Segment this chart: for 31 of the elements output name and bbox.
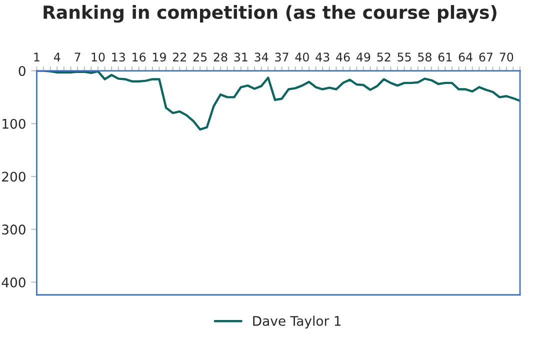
x-tick-label: 64 bbox=[458, 52, 472, 62]
x-tick-label: 22 bbox=[173, 52, 186, 62]
x-tick-label: 70 bbox=[500, 52, 514, 62]
x-tick-label: 31 bbox=[234, 52, 248, 62]
x-tick-label: 52 bbox=[377, 52, 390, 62]
x-tick-label: 37 bbox=[275, 52, 288, 62]
legend-label: Dave Taylor 1 bbox=[253, 316, 341, 328]
x-tick-label: 55 bbox=[398, 52, 411, 62]
y-tick-label: 300 bbox=[2, 224, 26, 235]
x-tick-label: 28 bbox=[214, 52, 228, 62]
x-tick-label: 4 bbox=[54, 52, 60, 62]
x-tick-label: 13 bbox=[112, 52, 125, 62]
chart-title: Ranking in competition (as the course plays) bbox=[44, 5, 496, 23]
y-tick-label: 400 bbox=[2, 277, 26, 288]
x-tick-label: 7 bbox=[74, 52, 80, 62]
x-tick-label: 25 bbox=[193, 52, 207, 62]
x-tick-label: 16 bbox=[132, 52, 146, 62]
x-tick-label: 10 bbox=[92, 52, 105, 62]
x-tick-label: 67 bbox=[479, 52, 492, 62]
x-tick-label: 1 bbox=[34, 52, 40, 62]
x-tick-label: 46 bbox=[336, 52, 350, 62]
x-tick-label: 19 bbox=[153, 52, 166, 62]
x-tick-label: 34 bbox=[254, 52, 268, 62]
x-tick-label: 58 bbox=[418, 52, 432, 62]
y-tick-label: 100 bbox=[2, 118, 26, 129]
x-tick-label: 49 bbox=[356, 52, 370, 62]
y-tick-label: 200 bbox=[2, 172, 26, 182]
x-tick-label: 43 bbox=[316, 52, 330, 62]
x-tick-label: 40 bbox=[295, 52, 309, 62]
x-tick-label: 61 bbox=[438, 52, 452, 62]
y-tick-label: 0 bbox=[18, 66, 26, 76]
